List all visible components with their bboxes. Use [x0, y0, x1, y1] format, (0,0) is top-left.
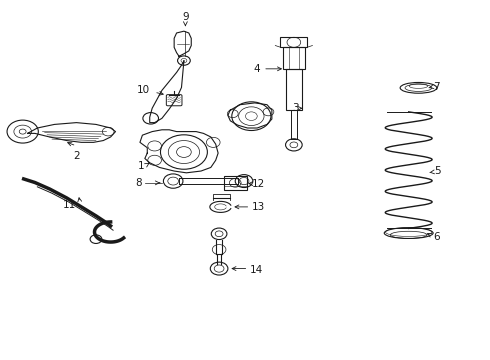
Text: 1: 1	[138, 161, 145, 171]
Bar	[286, 69, 302, 110]
Bar	[283, 47, 305, 69]
Text: 14: 14	[250, 265, 263, 275]
Text: 9: 9	[182, 12, 189, 22]
Text: 13: 13	[252, 202, 265, 212]
Text: 11: 11	[63, 200, 76, 210]
Text: 8: 8	[135, 178, 142, 188]
Text: 10: 10	[137, 85, 150, 95]
Text: 7: 7	[433, 82, 440, 92]
Text: 5: 5	[435, 166, 441, 176]
Bar	[223, 176, 247, 190]
Text: 3: 3	[292, 103, 299, 113]
Text: 6: 6	[433, 232, 440, 242]
Text: 2: 2	[73, 150, 80, 161]
Text: 4: 4	[253, 64, 260, 74]
Bar	[280, 37, 307, 47]
Text: 12: 12	[251, 179, 265, 189]
